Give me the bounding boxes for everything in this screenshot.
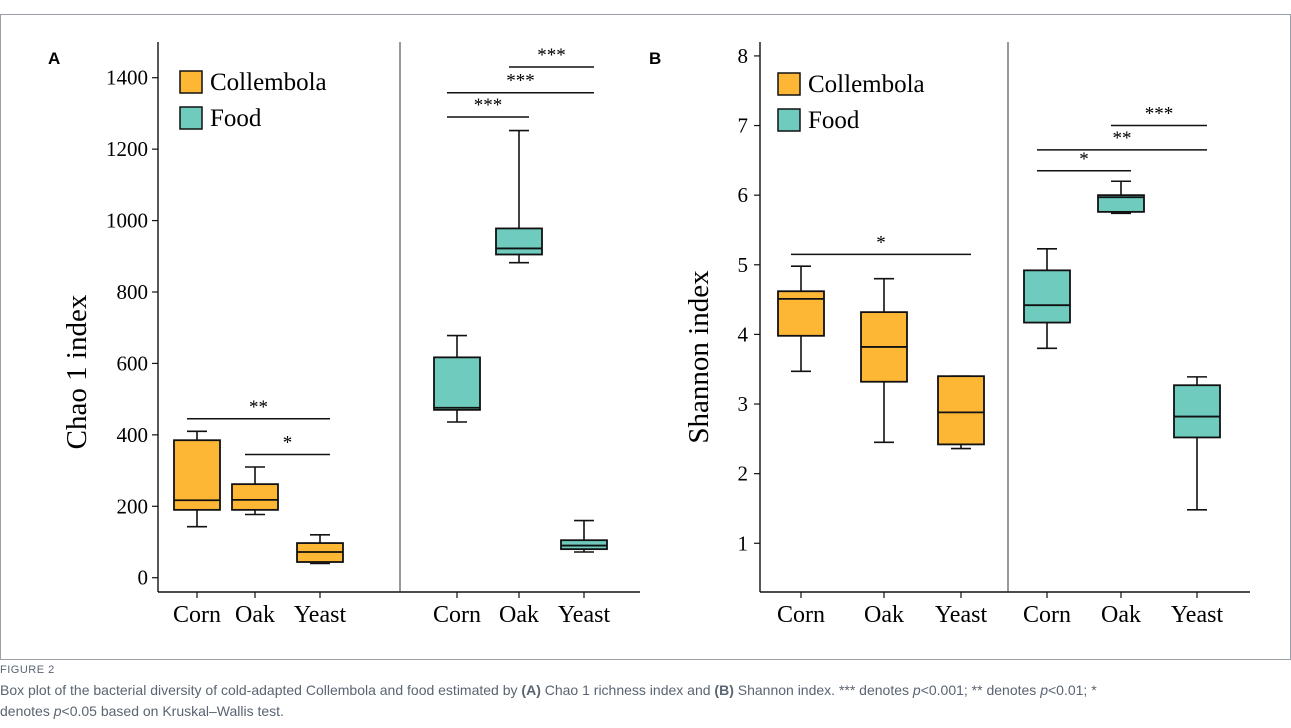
x-tick-label: Corn: [777, 602, 825, 628]
x-tick-label: Yeast: [294, 602, 347, 628]
y-tick-label: 6: [738, 183, 749, 207]
box-iqr: [495, 227, 543, 256]
figure-caption: FIGURE 2 Box plot of the bacterial diver…: [0, 664, 1291, 722]
y-axis-label: Chao 1 index: [61, 294, 93, 449]
y-tick-label: 7: [738, 114, 749, 138]
box-food-yeast: [560, 519, 608, 553]
box-iqr: [231, 483, 279, 511]
y-tick-label: 1400: [106, 66, 148, 90]
box-collembola-corn: [777, 265, 825, 373]
chart-panel-b: B 1 2 3 4 5 6 7 8 Shannon index Corn Oak Yeast Corn Oa…: [649, 42, 1250, 628]
figure-bottom-rule: [0, 659, 1291, 660]
legend-label-collembola: Collembola: [808, 71, 925, 98]
legend-label-food: Food: [210, 105, 262, 132]
y-tick-label: 200: [117, 494, 149, 518]
box-iqr: [173, 439, 221, 511]
legend-swatch-food: [179, 106, 203, 130]
y-tick-label: 600: [117, 351, 149, 375]
x-tick-label: Yeast: [935, 602, 988, 628]
x-tick-label: Corn: [173, 602, 221, 628]
y-tick-label: 5: [738, 253, 749, 277]
significance-label: *: [1079, 149, 1089, 170]
box-food-corn: [433, 334, 481, 423]
y-tick-label: 800: [117, 280, 149, 304]
significance-label: **: [249, 397, 268, 418]
legend-swatch-food: [777, 108, 801, 132]
significance-label: ***: [1145, 104, 1174, 125]
box-collembola-corn: [173, 430, 221, 528]
y-tick-label: 400: [117, 423, 149, 447]
box-collembola-oak: [231, 466, 279, 516]
significance-label: **: [1113, 128, 1132, 149]
significance-label: *: [876, 232, 886, 253]
figure-left-rule: [0, 14, 1, 660]
x-tick-label: Corn: [1023, 602, 1071, 628]
legend-label-collembola: Collembola: [210, 69, 327, 96]
y-tick-label: 1000: [106, 209, 148, 233]
box-collembola-yeast: [296, 534, 344, 565]
box-iqr: [433, 356, 481, 411]
x-tick-label: Corn: [433, 602, 481, 628]
box-iqr: [937, 375, 985, 446]
significance-label: ***: [537, 45, 566, 66]
x-tick-label: Oak: [499, 602, 539, 628]
y-tick-label: 0: [138, 566, 149, 590]
caption-label: FIGURE 2: [0, 664, 55, 676]
chart-panel-a: A 0 200 400 600 800 1000 1200 1400 Chao 1 index Co…: [48, 42, 640, 628]
y-tick-label: 3: [738, 392, 749, 416]
box-iqr: [777, 290, 825, 337]
x-tick-label: Yeast: [558, 602, 611, 628]
panel-letter-a: A: [48, 49, 60, 68]
box-food-yeast: [1173, 376, 1221, 511]
y-tick-label: 1: [738, 531, 749, 555]
y-tick-label: 8: [738, 44, 749, 68]
y-tick-label: 1200: [106, 137, 148, 161]
y-tick-label: 4: [738, 322, 749, 346]
y-tick-label: 2: [738, 462, 749, 486]
box-food-oak: [1097, 180, 1145, 215]
x-tick-label: Oak: [235, 602, 275, 628]
legend-label-food: Food: [808, 107, 860, 134]
x-tick-label: Oak: [864, 602, 904, 628]
x-tick-label: Oak: [1101, 602, 1141, 628]
significance-label: ***: [506, 71, 535, 92]
box-iqr: [1023, 269, 1071, 324]
box-iqr: [1097, 194, 1145, 213]
panel-letter-b: B: [649, 49, 661, 68]
x-tick-label: Yeast: [1171, 602, 1224, 628]
box-food-oak: [495, 129, 543, 264]
caption-text: Box plot of the bacterial diversity of c…: [0, 682, 1097, 719]
box-food-corn: [1023, 247, 1071, 350]
legend-swatch-collembola: [777, 72, 801, 96]
box-collembola-yeast: [937, 375, 985, 450]
box-iqr: [1173, 384, 1221, 439]
significance-label: *: [283, 433, 293, 454]
significance-label: ***: [474, 95, 503, 116]
y-axis-label: Shannon index: [683, 270, 715, 444]
box-collembola-oak: [860, 277, 908, 444]
figure-top-rule: [0, 14, 1291, 15]
legend-swatch-collembola: [179, 70, 203, 94]
